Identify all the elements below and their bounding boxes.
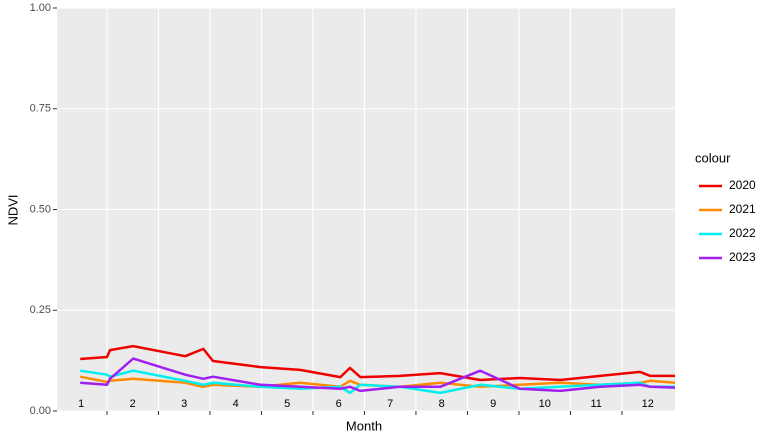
x-tick-label: 5 (284, 398, 290, 410)
legend-label: 2020 (729, 178, 756, 192)
x-tick-label: 1 (78, 398, 84, 410)
series-line (80, 369, 675, 395)
x-tick-label: 8 (439, 398, 445, 410)
x-tick-label: 2 (130, 398, 136, 410)
lines (79, 344, 676, 395)
x-tick-label: 10 (539, 398, 551, 410)
y-tick-label: 0.00 (30, 405, 51, 417)
legend-label: 2021 (729, 202, 756, 216)
legend-label: 2023 (729, 250, 756, 264)
y-axis-title: NDVI (5, 194, 20, 225)
legend-title: colour (695, 150, 731, 165)
y-tick-label: 0.75 (30, 103, 51, 115)
series-line (80, 357, 676, 393)
x-tick-label: 12 (642, 398, 654, 410)
y-tick-label: 0.50 (30, 203, 51, 215)
grid (57, 7, 675, 412)
y-tick-label: 1.00 (30, 2, 51, 14)
x-axis-title: Month (346, 418, 382, 433)
series-line (80, 344, 675, 382)
x-tick-label: 6 (336, 398, 342, 410)
y-tick-label: 0.25 (30, 304, 51, 316)
x-tick-label: 9 (490, 398, 496, 410)
x-tick-label: 4 (233, 398, 239, 410)
series-line (79, 375, 676, 389)
x-tick-label: 3 (181, 398, 187, 410)
legend-label: 2022 (729, 226, 756, 240)
x-tick-label: 11 (590, 398, 601, 410)
x-tick-label: 7 (387, 398, 393, 410)
